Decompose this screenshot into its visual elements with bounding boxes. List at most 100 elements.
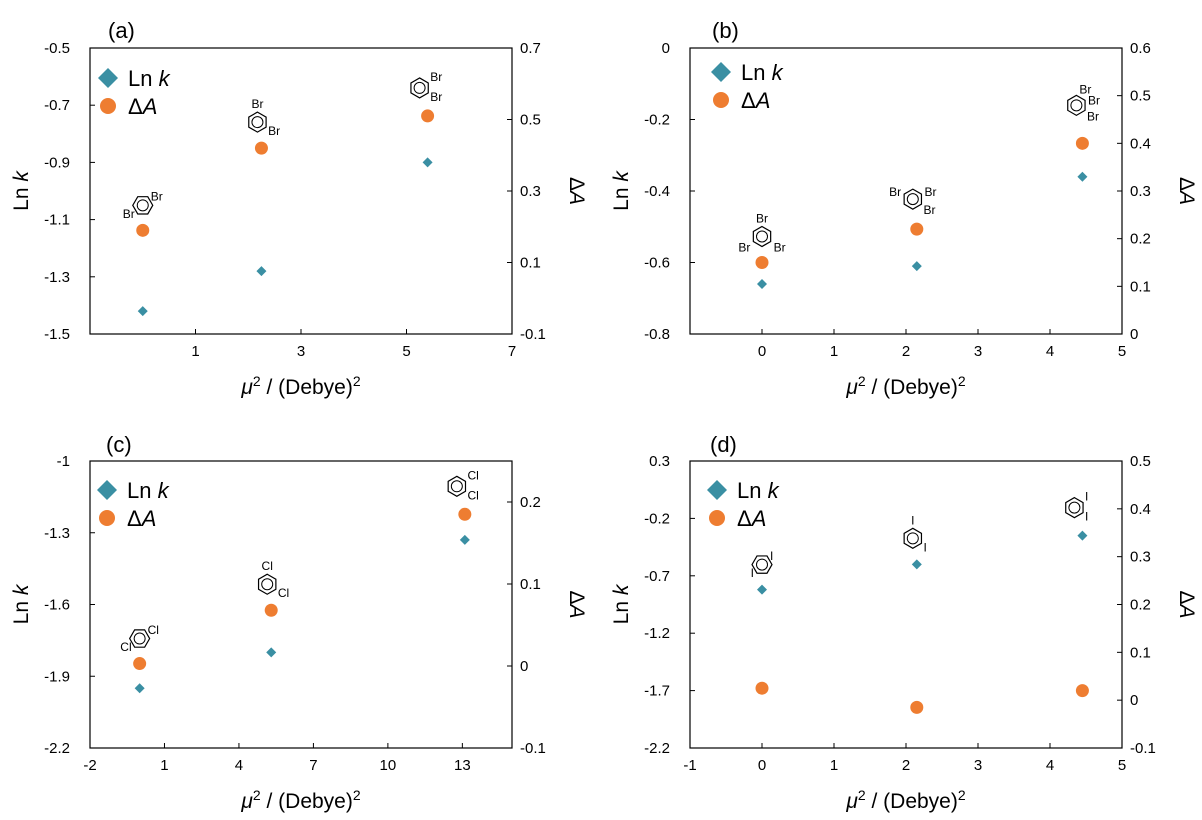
panel-label: (a) — [108, 18, 135, 43]
substituent-label: Br — [1087, 109, 1099, 123]
x-tick-label: 10 — [380, 757, 397, 774]
y-tick-label: -2.2 — [44, 740, 70, 757]
substituent-label: Br — [251, 97, 263, 111]
molecule-structure: Br Br Br — [889, 185, 936, 217]
da-point — [421, 109, 435, 123]
molecule-structure: Br Br — [410, 70, 442, 104]
substituent-label: Cl — [467, 488, 478, 502]
x-axis-label: μ2 / (Debye)2 — [240, 373, 361, 399]
substituent-label: I — [751, 566, 754, 580]
y-tick-label: -0.5 — [44, 40, 70, 57]
legend-da-label: ΔA — [128, 94, 157, 119]
substituent-label: Br — [738, 241, 750, 255]
y-tick-label: -0.4 — [644, 183, 670, 200]
legend-lnk-label: Ln k — [128, 66, 171, 91]
da-point — [1075, 684, 1089, 698]
legend: Ln k ΔA — [711, 60, 784, 113]
panel-label: (b) — [712, 18, 739, 43]
da-point — [133, 657, 147, 671]
plot-frame — [89, 460, 513, 749]
legend-diamond-marker — [98, 68, 118, 88]
lnk-point — [256, 266, 267, 277]
panel-label: (c) — [106, 432, 132, 457]
substituent-label: Br — [268, 124, 280, 138]
substituent-label: Br — [923, 203, 935, 217]
x-tick-label: 4 — [235, 757, 243, 774]
lnk-point — [911, 261, 922, 272]
panel-label: (d) — [710, 432, 737, 457]
y2-tick-label: -0.1 — [520, 740, 546, 757]
y2-tick-label: 0.5 — [1130, 453, 1151, 470]
legend-da-label: ΔA — [737, 506, 766, 531]
y2-tick-label: 0.3 — [520, 183, 541, 200]
y2-tick-label: 0.1 — [1130, 644, 1151, 661]
chart-panel-d: (d) -1 0 1 2 3 4 5 -2.2 -1.7 -1.2 -0.7 -0.2 0.3 -0.1 0 0… — [610, 432, 1198, 813]
x-tick-label: 5 — [1118, 343, 1126, 360]
y-tick-label: -1.1 — [44, 212, 70, 229]
legend-circle-marker — [709, 510, 725, 526]
legend-circle-marker — [99, 510, 115, 526]
y-tick-label: -0.9 — [44, 154, 70, 171]
y-tick-label: -1 — [57, 453, 70, 470]
substituent-label: Br — [889, 185, 901, 199]
molecule-structure: II — [1065, 490, 1088, 524]
y2-tick-label: 0.2 — [520, 494, 541, 511]
da-point — [254, 141, 268, 155]
x-tick-label: 13 — [454, 757, 471, 774]
y-tick-label: -0.2 — [644, 112, 670, 129]
y2-tick-label: 0.1 — [520, 255, 541, 272]
substituent-label: Br — [430, 70, 442, 84]
y-tick-label: -1.3 — [44, 269, 70, 286]
y2-axis-label: ΔA — [565, 177, 588, 205]
molecule-structure: Cl Cl — [120, 623, 159, 654]
legend: Ln k ΔA — [98, 66, 171, 119]
y2-tick-label: 0.4 — [1130, 135, 1151, 152]
substituent-label: Br — [924, 185, 936, 199]
substituent-label: Cl — [278, 586, 289, 600]
lnk-point — [1077, 530, 1088, 541]
legend-da-label: ΔA — [741, 88, 770, 113]
da-point — [1075, 136, 1089, 150]
substituent-label: Br — [430, 90, 442, 104]
legend-circle-marker — [100, 98, 116, 114]
y2-tick-label: 0 — [520, 658, 528, 675]
substituent-label: Br — [123, 207, 135, 221]
x-axis-label: μ2 / (Debye)2 — [240, 787, 361, 813]
plot-frame — [689, 460, 1123, 749]
y2-axis-label: ΔA — [1175, 590, 1198, 618]
legend-diamond-marker — [707, 480, 727, 500]
x-tick-label: 0 — [758, 757, 766, 774]
lnk-point — [911, 559, 922, 570]
y-tick-label: 0.3 — [649, 453, 670, 470]
da-point — [910, 222, 924, 236]
y2-tick-label: -0.1 — [520, 326, 546, 343]
substituent-label: Cl — [120, 640, 131, 654]
substituent-label: I — [1085, 510, 1088, 524]
molecule-structure: Cl Cl — [447, 468, 479, 502]
da-point — [458, 507, 472, 521]
y2-tick-label: 0.4 — [1130, 501, 1151, 518]
y-tick-label: 0 — [662, 40, 670, 57]
y-tick-label: -0.7 — [44, 97, 70, 114]
substituent-label: Br — [151, 190, 163, 204]
x-tick-label: 1 — [191, 343, 199, 360]
y2-tick-label: 0 — [1130, 326, 1138, 343]
y-tick-label: -1.9 — [44, 668, 70, 685]
y2-tick-label: 0.6 — [1130, 40, 1151, 57]
substituent-label: Cl — [262, 559, 273, 573]
legend-da-label: ΔA — [127, 506, 156, 531]
substituent-label: Br — [1088, 93, 1100, 107]
x-tick-label: -1 — [683, 757, 696, 774]
x-tick-label: 5 — [1118, 757, 1126, 774]
molecule-structure: Cl Cl — [257, 559, 289, 600]
da-point — [910, 700, 924, 714]
chart-panel-a: (a) 1 3 5 7 -1.5 -1.3 -1.1 -0.9 -0.7 -0.5 -0.1 0.1 0.… — [10, 18, 588, 399]
y-axis-label: Ln k — [10, 170, 33, 211]
y2-tick-label: 0.3 — [1130, 549, 1151, 566]
molecule-structure: Br Br — [123, 190, 163, 221]
lnk-point — [137, 306, 148, 317]
x-tick-label: 3 — [297, 343, 305, 360]
molecule-structure: II — [903, 513, 927, 554]
